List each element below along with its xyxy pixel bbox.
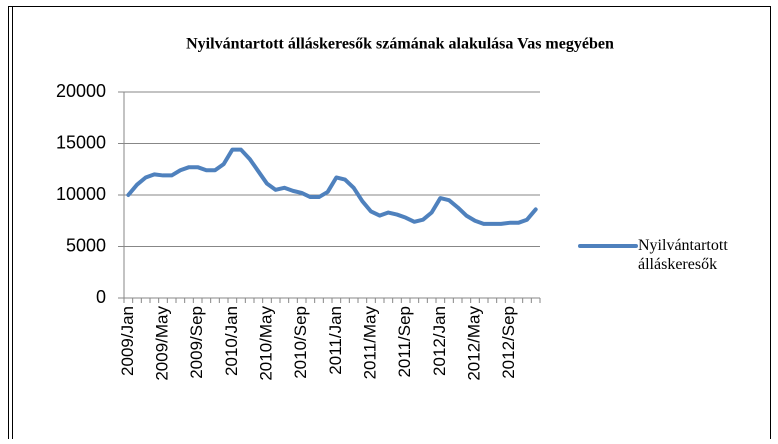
x-tick-label: 2011/Jan <box>326 306 345 375</box>
x-tick-label: 2010/Jan <box>222 306 241 376</box>
legend-label: Nyilvántartott álláskeresők <box>638 237 728 273</box>
y-tick-label: 10000 <box>56 184 106 204</box>
x-tick-label: 2012/May <box>464 306 483 381</box>
chart-border <box>8 6 771 444</box>
chart-title: Nyilvántartott álláskeresők számának ala… <box>186 36 614 53</box>
x-tick-label: 2011/Sep <box>395 306 414 378</box>
x-tick-label: 2012/Sep <box>499 306 518 379</box>
x-tick-label: 2009/Sep <box>187 306 206 379</box>
x-tick-label: 2011/May <box>360 306 379 380</box>
y-tick-label: 20000 <box>56 81 106 101</box>
x-tick-label: 2010/Sep <box>291 306 310 379</box>
x-tick-label: 2012/Jan <box>430 306 449 376</box>
x-tick-label: 2009/May <box>152 306 171 381</box>
y-tick-label: 15000 <box>56 132 106 152</box>
y-tick-label: 5000 <box>66 235 106 255</box>
y-tick-label: 0 <box>96 287 106 307</box>
x-tick-label: 2009/Jan <box>118 306 137 376</box>
x-tick-label: 2010/May <box>256 306 275 381</box>
series-line <box>126 147 538 226</box>
